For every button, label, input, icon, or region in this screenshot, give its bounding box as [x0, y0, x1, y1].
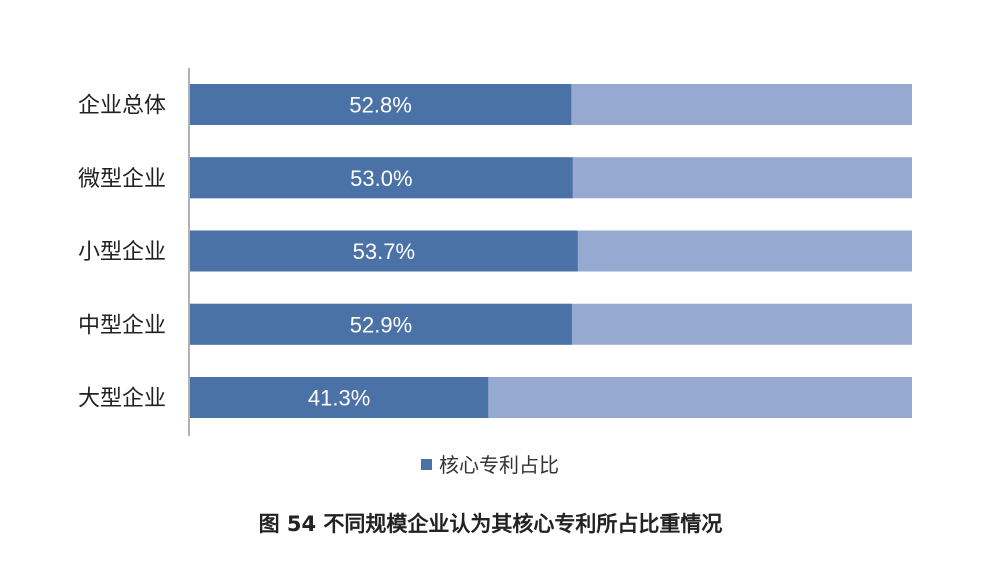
category-label: 企业总体	[78, 94, 166, 119]
legend: 核心专利占比	[421, 453, 559, 477]
data-label: 52.8%	[349, 93, 411, 118]
labels-layer: 52.8% 企业总体 53.0% 微型企业 53.7% 小型企业 52.9% 中型企业 41.3…	[78, 93, 415, 412]
figure-caption: 图 54 不同规模企业认为其核心专利所占比重情况	[258, 512, 723, 536]
bar-value	[190, 303, 572, 345]
category-label: 大型企业	[78, 387, 166, 412]
data-label: 52.9%	[350, 312, 412, 337]
legend-label: 核心专利占比	[439, 453, 559, 477]
bar-value	[190, 157, 573, 199]
data-label: 41.3%	[308, 386, 370, 411]
data-label: 53.7%	[353, 239, 415, 264]
category-label: 中型企业	[78, 313, 166, 338]
category-label: 小型企业	[78, 240, 166, 265]
bar-value	[190, 377, 489, 418]
chart: 52.8% 企业总体 53.0% 微型企业 53.7% 小型企业 52.9% 中型企业 41.3…	[78, 68, 912, 477]
legend-swatch	[421, 459, 432, 470]
bar-value	[190, 230, 578, 272]
data-label: 53.0%	[350, 166, 412, 191]
bars-layer	[190, 84, 912, 418]
bar-value	[190, 84, 572, 125]
category-label: 微型企业	[78, 167, 166, 192]
